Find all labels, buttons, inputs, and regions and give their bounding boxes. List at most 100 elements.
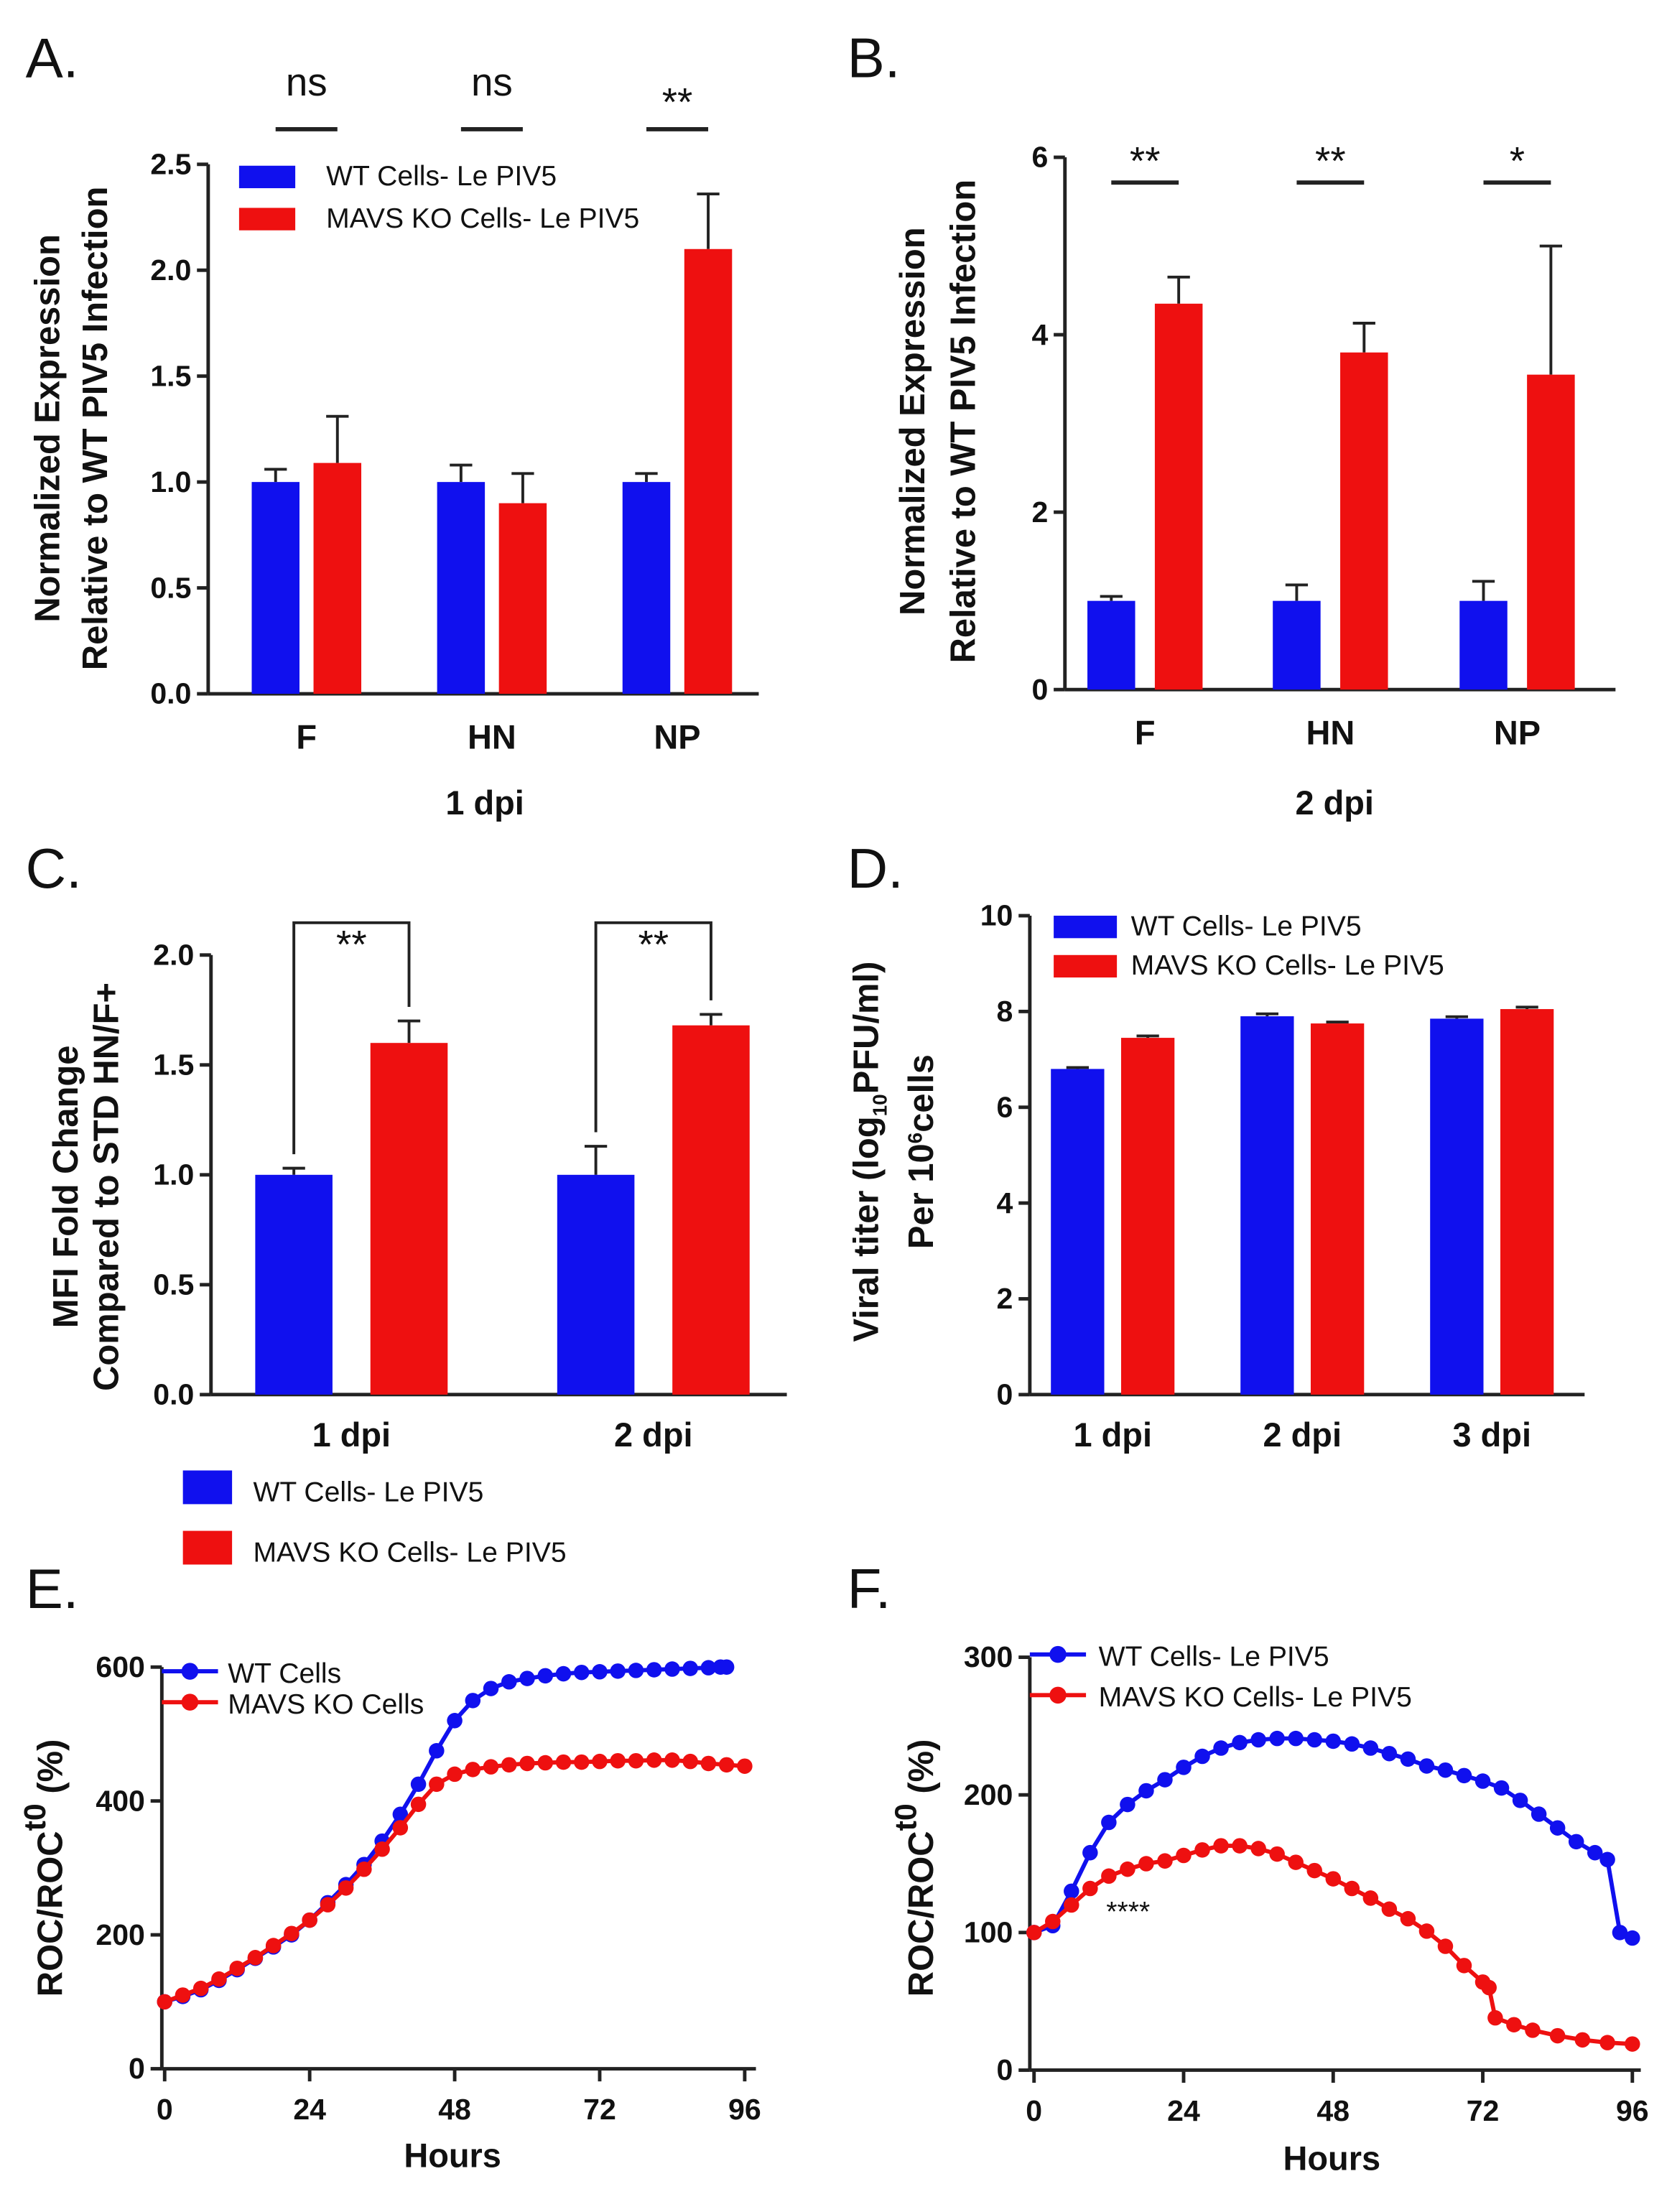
data-point: [1474, 1773, 1491, 1789]
data-point: [519, 1755, 535, 1772]
x-category-label: HN: [1306, 714, 1355, 751]
x-tick-label: 72: [583, 2093, 616, 2126]
data-point: [501, 1673, 517, 1690]
y-tick-label: 600: [96, 1650, 144, 1683]
y-axis-title-part: (%): [902, 1739, 941, 1804]
x-category-label: F: [296, 718, 317, 756]
data-point: [447, 1766, 463, 1783]
data-point: [718, 1659, 735, 1675]
y-tick-label: 300: [964, 1640, 1013, 1673]
data-point: [1400, 1910, 1416, 1927]
data-point: [1064, 1897, 1079, 1913]
x-category-label: NP: [1494, 714, 1541, 751]
data-point: [1381, 1901, 1398, 1918]
x-tick-label: 0: [1026, 2094, 1042, 2127]
panel-label: F.: [847, 1557, 891, 1620]
bar-mavs-ko: [498, 503, 547, 694]
data-point: [555, 1754, 572, 1770]
x-tick-label: 48: [1316, 2094, 1350, 2127]
data-point: [429, 1743, 445, 1759]
y-axis-title: Normalized Expression: [893, 227, 932, 615]
legend-label: WT Cells- Le PIV5: [326, 161, 557, 192]
series-line-mavs-ko: [164, 1757, 746, 2004]
x-category-label: 1 dpi: [312, 1416, 391, 1454]
legend-marker: [1049, 1645, 1067, 1663]
y-tick-label: 4: [1031, 318, 1048, 351]
data-point: [1574, 2032, 1591, 2048]
y-tick-label: 6: [997, 1090, 1013, 1123]
data-point: [338, 1880, 354, 1896]
data-point: [465, 1693, 481, 1709]
data-point: [700, 1660, 717, 1676]
y-tick-label: 0: [997, 1378, 1013, 1411]
data-point: [1325, 1733, 1342, 1749]
bar-mavs-ko: [1527, 374, 1575, 690]
significance-annotation: ****: [1106, 1897, 1150, 1928]
panel-label: E.: [26, 1557, 79, 1620]
x-category-label: 1 dpi: [1073, 1416, 1152, 1454]
bar-wt: [1459, 600, 1508, 690]
bar-wt: [251, 482, 299, 694]
data-point: [1362, 1890, 1379, 1906]
data-point: [1487, 2009, 1503, 2026]
data-point: [1587, 1844, 1603, 1861]
data-point: [555, 1665, 572, 1682]
data-point: [682, 1660, 698, 1676]
legend-marker: [1049, 1686, 1067, 1704]
significance-bracket: [594, 921, 712, 1133]
y-tick-label: 1.5: [153, 1048, 194, 1081]
data-point: [1157, 1772, 1173, 1788]
data-point: [519, 1670, 535, 1686]
bar-wt: [1051, 1069, 1105, 1395]
data-point: [737, 1758, 753, 1774]
data-point: [1418, 1758, 1435, 1774]
x-axis-title: Hours: [1283, 2139, 1381, 2177]
y-tick-label: 400: [96, 1784, 144, 1817]
legend-label: WT Cells- Le PIV5: [1131, 911, 1362, 942]
data-point: [1437, 1938, 1454, 1954]
data-point: [664, 1661, 680, 1677]
data-point: [1418, 1923, 1435, 1939]
data-point: [1288, 1854, 1304, 1870]
legend-marker: [181, 1693, 199, 1711]
data-point: [1599, 2035, 1615, 2050]
y-tick-label: 0: [129, 2052, 145, 2085]
panel-label: D.: [847, 837, 904, 900]
data-point: [1568, 1834, 1584, 1850]
legend-swatch: [182, 1530, 233, 1565]
bar-mavs-ko: [1500, 1009, 1554, 1395]
data-point: [1306, 1862, 1322, 1879]
y-tick-label: 0.5: [150, 571, 191, 604]
data-point: [1176, 1760, 1192, 1775]
x-axis-title: Hours: [404, 2137, 501, 2174]
y-axis-title-part: cells: [902, 1054, 941, 1133]
significance-label: **: [662, 79, 693, 124]
x-category-label: HN: [468, 718, 516, 756]
significance-label: **: [638, 922, 669, 967]
data-point: [1362, 1740, 1379, 1756]
data-point: [192, 1980, 209, 1997]
data-point: [628, 1663, 644, 1678]
x-tick-label: 48: [438, 2093, 471, 2126]
y-axis-title: Normalized Expression: [29, 234, 68, 623]
data-point: [1120, 1861, 1135, 1877]
y-tick-label: 2.5: [150, 147, 191, 180]
data-point: [610, 1663, 626, 1679]
data-point: [229, 1960, 245, 1976]
data-point: [284, 1925, 299, 1941]
bar-wt: [1430, 1018, 1484, 1395]
y-axis-title-superscript: t0: [888, 1803, 923, 1831]
data-point: [465, 1762, 481, 1778]
data-point: [537, 1668, 554, 1684]
significance-label: **: [336, 922, 367, 967]
y-axis-title: ROC/ROCt0 (%): [18, 1739, 70, 1997]
data-point: [1344, 1880, 1360, 1897]
data-point: [1344, 1736, 1360, 1752]
y-tick-label: 1.0: [153, 1158, 194, 1191]
legend-marker: [181, 1663, 199, 1680]
y-tick-label: 2: [997, 1282, 1013, 1315]
x-axis-title: 2 dpi: [1295, 784, 1374, 822]
data-point: [1082, 1844, 1098, 1861]
data-point: [247, 1950, 264, 1966]
data-point: [1026, 1925, 1042, 1941]
